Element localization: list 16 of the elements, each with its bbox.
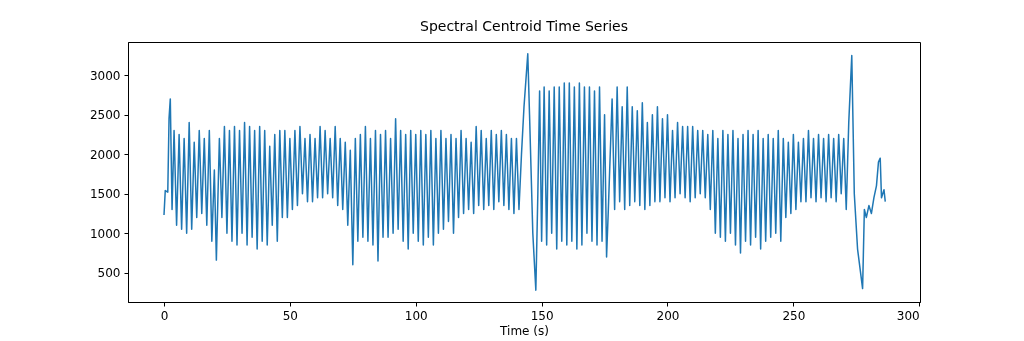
y-tick-label: 500	[97, 266, 121, 281]
x-tick-label: 100	[404, 308, 428, 323]
x-tick-label: 150	[530, 308, 554, 323]
y-tick-label: 1500	[89, 187, 121, 202]
chart-title: Spectral Centroid Time Series	[419, 18, 629, 34]
x-tick-label: 200	[656, 308, 680, 323]
y-tick-label: 1000	[89, 226, 121, 241]
x-tick-label: 50	[282, 308, 299, 323]
y-tick-label: 2500	[89, 108, 121, 123]
line-series	[163, 53, 887, 291]
x-axis-title: Time (s)	[499, 323, 549, 338]
x-tick-label: 300	[896, 308, 920, 323]
x-tick-label: 0	[160, 308, 169, 323]
x-tick-label: 250	[782, 308, 806, 323]
y-tick-label: 2000	[89, 147, 121, 162]
y-tick-label: 3000	[89, 68, 121, 83]
